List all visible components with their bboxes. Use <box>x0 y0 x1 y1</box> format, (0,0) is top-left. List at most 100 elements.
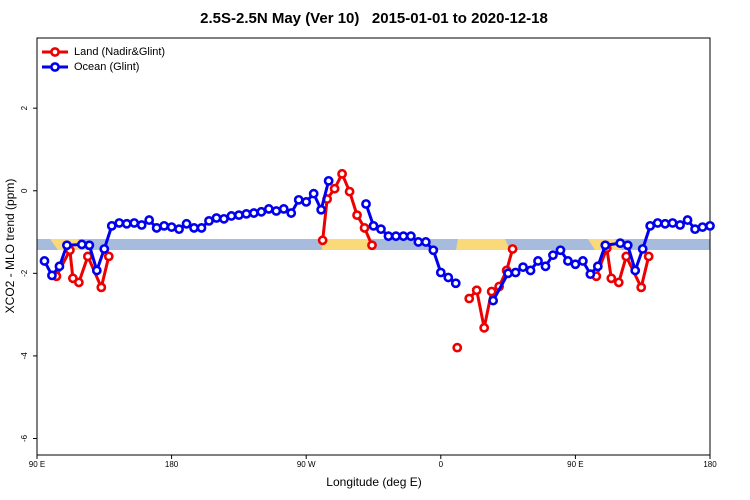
data-point <box>540 261 551 272</box>
data-point <box>121 218 132 229</box>
data-point <box>248 208 259 218</box>
data-point <box>645 220 656 231</box>
data-point <box>103 251 114 262</box>
data-point <box>525 265 536 276</box>
data-point <box>144 215 155 225</box>
x-tick-label: 90 W <box>297 460 316 469</box>
x-tick-label: 90 E <box>567 460 583 469</box>
data-point <box>636 282 647 293</box>
data-point <box>361 199 371 209</box>
data-point <box>196 223 207 233</box>
data-point <box>368 220 379 231</box>
data-point <box>420 237 431 247</box>
data-point <box>518 262 528 273</box>
data-point <box>263 204 274 214</box>
legend-marker <box>50 47 60 57</box>
data-point <box>219 213 229 224</box>
data-point <box>84 240 95 251</box>
data-point <box>503 268 513 279</box>
data-point <box>96 282 107 293</box>
data-point <box>450 278 461 289</box>
data-point <box>189 223 199 233</box>
data-point <box>613 277 624 288</box>
data-point <box>47 270 57 281</box>
x-tick-label: 180 <box>703 460 717 469</box>
land-band <box>322 239 370 250</box>
legend-marker <box>50 62 60 72</box>
data-point <box>211 213 222 223</box>
data-point <box>637 244 648 254</box>
data-point <box>256 206 267 217</box>
data-point <box>129 218 140 228</box>
legend: Land (Nadir&Glint) Ocean (Glint) <box>42 46 165 73</box>
data-point <box>615 238 626 249</box>
data-point <box>479 322 490 333</box>
data-point <box>667 218 678 228</box>
data-point <box>577 256 588 266</box>
data-point <box>159 220 170 231</box>
data-point <box>91 265 102 276</box>
data-point <box>114 218 125 228</box>
data-point <box>405 231 416 242</box>
chart-title: 2.5S-2.5N May (Ver 10) 2015-01-01 to 202… <box>200 10 548 27</box>
data-point <box>308 188 319 199</box>
data-point <box>286 208 297 218</box>
data-point <box>555 245 566 256</box>
data-point <box>344 186 355 197</box>
data-point <box>675 220 685 230</box>
data-point <box>606 273 617 284</box>
data-point <box>533 256 543 266</box>
data-point <box>337 168 347 179</box>
data-point <box>548 250 558 261</box>
data-point <box>329 183 340 194</box>
x-tick-label: 180 <box>165 460 179 469</box>
data-point <box>488 295 499 306</box>
data-point <box>705 220 715 231</box>
legend-label: Land (Nadir&Glint) <box>74 46 165 58</box>
x-axis-label: Longitude (deg E) <box>326 475 421 489</box>
data-point <box>54 261 65 272</box>
data-point <box>241 208 252 219</box>
data-point <box>293 194 304 205</box>
data-point <box>622 240 633 251</box>
data-point <box>690 224 700 235</box>
data-point <box>226 211 237 221</box>
data-point <box>39 256 50 266</box>
data-point <box>233 210 244 221</box>
data-point <box>585 269 596 280</box>
data-point <box>76 239 87 250</box>
data-point <box>73 277 84 288</box>
data-point <box>435 267 446 278</box>
data-point <box>376 224 386 235</box>
data-point <box>174 224 184 235</box>
data-point <box>99 244 110 254</box>
data-point <box>682 215 693 225</box>
data-point <box>464 293 475 304</box>
y-tick-label: -4 <box>20 352 29 360</box>
y-tick-label: -6 <box>20 434 29 442</box>
y-tick-label: 0 <box>20 188 29 193</box>
plot-frame <box>36 37 711 456</box>
data-point <box>359 223 370 233</box>
data-point <box>136 220 147 230</box>
data-point <box>510 267 521 278</box>
legend-label: Ocean (Glint) <box>74 61 139 73</box>
data-point <box>166 222 177 232</box>
land-band <box>456 239 510 250</box>
data-point <box>316 204 327 215</box>
data-point <box>62 240 72 251</box>
y-axis-label: XCO2 - MLO trend (ppm) <box>3 179 17 314</box>
data-point <box>563 256 573 266</box>
data-point <box>697 222 708 232</box>
data-point <box>652 218 663 228</box>
data-point <box>323 175 334 186</box>
data-point <box>391 231 401 242</box>
data-point <box>507 244 518 254</box>
data-point <box>660 218 671 229</box>
data-point <box>181 218 192 229</box>
data-point <box>317 235 328 246</box>
data-point <box>301 197 312 207</box>
x-tick-label: 90 E <box>29 460 45 469</box>
data-point <box>271 206 282 216</box>
